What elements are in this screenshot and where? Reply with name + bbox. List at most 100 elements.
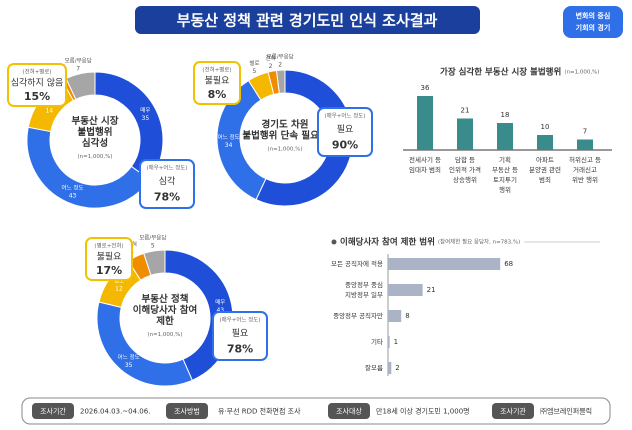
donut-title: 불법행위 (78, 126, 113, 138)
footer-label-box (492, 403, 534, 419)
callout-box (139, 159, 195, 209)
bar-value: 21 (427, 286, 436, 294)
logo-badge (563, 6, 623, 38)
title-banner (135, 6, 480, 34)
bar-value: 68 (504, 260, 513, 268)
callout-label: 필요 (337, 123, 354, 135)
segment-name: 어느 정도 (218, 133, 240, 141)
bar-category: 잘모름 (365, 364, 383, 372)
logo-text: 변화의 중심 (576, 11, 611, 20)
bar (388, 284, 423, 296)
title-marker (331, 239, 337, 245)
bar-category: 중앙정부 공직자만 (333, 311, 383, 320)
bar-category: 기타 (371, 337, 383, 346)
bar-category: 행위 (499, 185, 511, 194)
footer-value: 2026.04.03.~04.06. (80, 408, 150, 416)
segment-name: 매우 (140, 106, 150, 114)
callout-value: 78% (227, 342, 253, 355)
footer-value: 만18세 이상 경기도민 1,000명 (376, 407, 470, 416)
footer-value: 유·무선 RDD 전화면접 조사 (218, 407, 301, 416)
callout-group: (전혀+별로) (22, 68, 51, 76)
callout-value: 8% (208, 88, 227, 101)
callout-group: (별로+전혀) (94, 242, 123, 250)
bar-category: 허위신고 등 (569, 155, 601, 164)
segment-name: 전혀 (266, 54, 276, 62)
segment-name: 모름/무응답 (65, 57, 92, 64)
callout-box (193, 61, 241, 105)
donut-segment (65, 71, 96, 100)
segment-name: 별로 (249, 59, 259, 67)
segment-name: 어느 정도 (118, 353, 140, 361)
title: 부동산 정책 관련 경기도민 인식 조사결과 (177, 12, 438, 30)
bar-value: 10 (541, 123, 550, 131)
donut-title: 불법행위 단속 필요성 (242, 130, 327, 142)
callout-value: 17% (96, 264, 122, 277)
bar (417, 96, 433, 150)
callout-group: (매우+어느 정도) (219, 316, 260, 324)
callout-label: 필요 (232, 327, 249, 339)
bar (457, 118, 473, 150)
segment-name: 어느 정도 (62, 183, 84, 191)
footer-value: ㈜엠브레인퍼블릭 (540, 407, 592, 416)
bar-note: (n=1,000,%) (564, 70, 599, 76)
bar-value: 7 (583, 128, 587, 136)
segment-value: 5 (253, 68, 257, 75)
bar-category: 기획 (499, 155, 511, 164)
segment-value: 5 (151, 242, 155, 249)
footer-label-box (328, 403, 370, 419)
bar-category: 모든 공직자에 적용 (331, 259, 383, 268)
callout-label: 심각 (159, 175, 176, 187)
donut-title: 이해당사자 참여 (133, 304, 198, 316)
footer-label-box (166, 403, 208, 419)
bar-value: 21 (461, 107, 470, 115)
callout-value: 15% (24, 90, 50, 103)
segment-name: 모름/무응답 (267, 54, 294, 61)
bar-value: 8 (405, 312, 409, 320)
bar-category: 아파트 (536, 155, 554, 164)
callout-group: (전혀+별로) (202, 66, 231, 74)
footer-label-box (32, 403, 74, 419)
donut-note: (n=1,000,%) (77, 154, 112, 160)
callout-box (85, 237, 133, 281)
segment-value: 12 (115, 286, 123, 293)
bar-category: 부동산 등 (492, 165, 518, 174)
segment-value: 7 (76, 65, 80, 72)
callout-group: (매우+어느 정도) (324, 112, 365, 120)
bar (388, 362, 392, 374)
donut-title: 부동산 시장 (71, 115, 118, 127)
callout-label: 심각하지 않음 (11, 76, 64, 88)
donut-segment (275, 69, 286, 94)
callout-group: (매우+어느 정도) (146, 164, 187, 172)
segment-value: 2 (278, 62, 282, 69)
segment-value: 43 (216, 307, 224, 314)
callout-box (7, 63, 67, 107)
footer-label: 조사기간 (40, 407, 66, 416)
bar-category: 지방정부 일부 (345, 290, 383, 299)
bar-title: 가장 심각한 부동산 시장 불법행위 (440, 67, 561, 78)
callout-value: 90% (332, 138, 358, 151)
donut-title: 경기도 차원 (261, 119, 308, 131)
segment-value: 35 (125, 362, 133, 369)
donut-title: 심각성 (82, 137, 108, 149)
segment-value: 14 (45, 107, 53, 114)
donut-title: 부동산 정책 (141, 293, 188, 305)
logo-text: 기회의 경기 (576, 23, 611, 32)
donut-title: 제한 (156, 315, 174, 327)
segment-value: 35 (142, 115, 150, 122)
bar-category: 전세사기 등 (409, 155, 441, 164)
callout-label: 불필요 (97, 250, 122, 262)
bar-value: 18 (501, 111, 510, 119)
donut-note: (n=1,000,%) (267, 147, 302, 153)
bar-value: 36 (421, 84, 430, 92)
bar-value: 1 (394, 338, 398, 346)
bar (577, 139, 593, 150)
donut-note: (n=1,000,%) (147, 332, 182, 338)
donut-segment (143, 249, 166, 276)
bar (388, 258, 501, 270)
callout-value: 78% (154, 190, 180, 203)
segment-name: 매우 (215, 298, 225, 306)
bar-category: 분양권 관련 (529, 165, 561, 174)
hbar-note: (참여제한 필요 응답자, n=783,%) (438, 238, 520, 246)
callout-label: 불필요 (205, 74, 230, 86)
bar-category: 거래신고 (573, 165, 597, 174)
